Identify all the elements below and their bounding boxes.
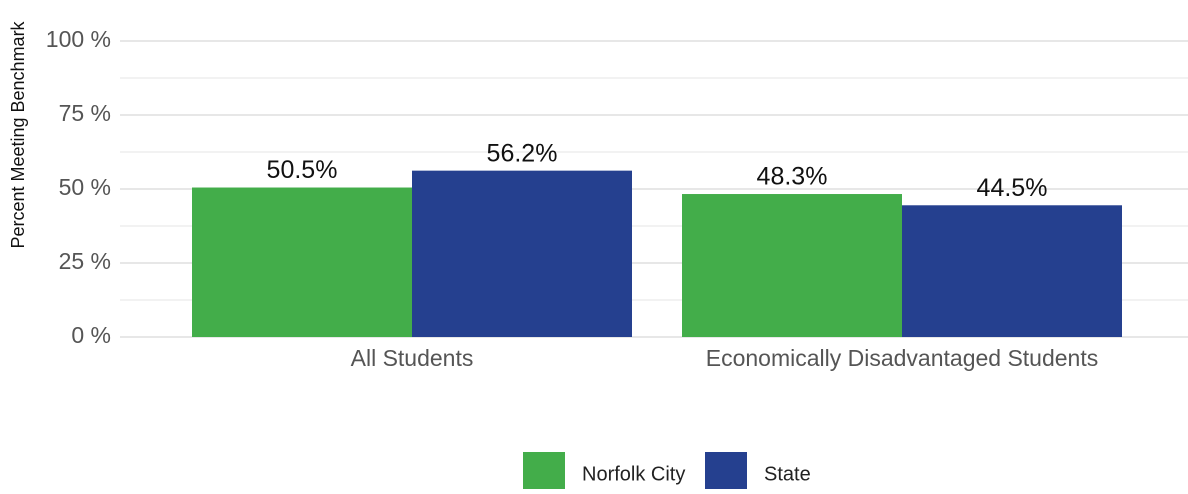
legend-label: Norfolk City <box>582 463 685 485</box>
y-axis-title: Percent Meeting Benchmark <box>8 20 28 248</box>
bar <box>902 205 1122 337</box>
legend-swatch <box>523 452 565 490</box>
data-label: 56.2% <box>487 139 558 167</box>
bar <box>682 194 902 337</box>
y-tick-label: 0 % <box>71 322 111 348</box>
data-label: 44.5% <box>977 174 1048 202</box>
x-tick-label: All Students <box>351 345 474 371</box>
y-tick-label: 100 % <box>46 26 111 52</box>
legend-swatch <box>705 452 747 490</box>
data-label: 50.5% <box>267 156 338 184</box>
y-tick-label: 50 % <box>59 174 111 200</box>
x-tick-label: Economically Disadvantaged Students <box>706 345 1099 371</box>
legend-label: State <box>764 463 811 485</box>
y-tick-label: 75 % <box>59 100 111 126</box>
data-label: 48.3% <box>757 163 828 191</box>
y-tick-label: 25 % <box>59 248 111 274</box>
bar <box>192 187 412 337</box>
bar <box>412 170 632 337</box>
